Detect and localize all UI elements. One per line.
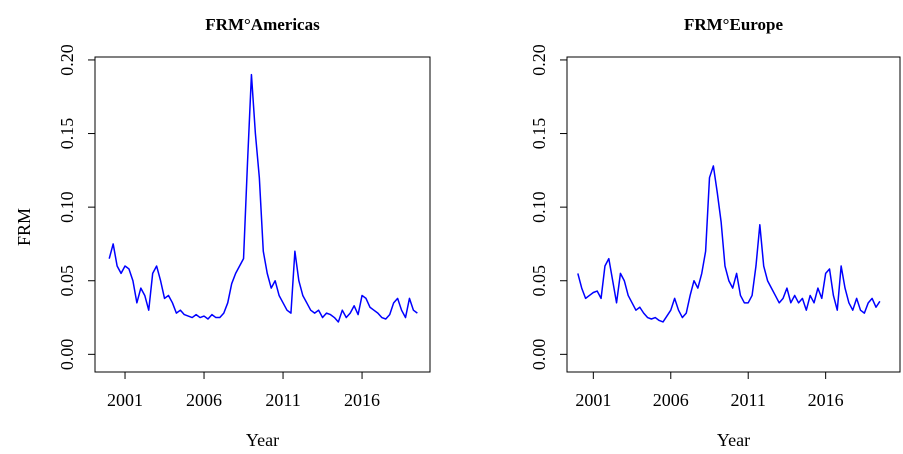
y-tick-label: 0.05 (57, 265, 77, 297)
x-tick-label: 2001 (575, 390, 611, 410)
x-tick-label: 2016 (344, 390, 380, 410)
x-tick-label: 2001 (107, 390, 143, 410)
x-tick-label: 2006 (186, 390, 222, 410)
series-line (577, 165, 881, 323)
y-tick-label: 0.05 (529, 265, 549, 297)
y-tick-label: 0.00 (57, 339, 77, 371)
y-tick-label: 0.00 (529, 339, 549, 371)
x-tick-label: 2011 (265, 390, 300, 410)
x-axis-label: Year (717, 430, 750, 450)
x-tick-label: 2011 (731, 390, 766, 410)
y-tick-label: 0.20 (529, 44, 549, 76)
x-tick-label: 2006 (653, 390, 689, 410)
y-tick-label: 0.15 (57, 118, 77, 150)
y-axis-label: FRM (14, 208, 34, 246)
y-tick-label: 0.10 (529, 191, 549, 223)
series-line (108, 73, 418, 323)
y-tick-label: 0.10 (57, 191, 77, 223)
x-axis-label: Year (246, 430, 279, 450)
plot-frame (94, 56, 431, 373)
y-tick-label: 0.20 (57, 44, 77, 76)
y-tick-label: 0.15 (529, 118, 549, 150)
plot-frame (566, 56, 901, 373)
x-tick-label: 2016 (808, 390, 844, 410)
chart-title: FRM°Americas (205, 15, 320, 34)
chart-title: FRM°Europe (684, 15, 783, 34)
